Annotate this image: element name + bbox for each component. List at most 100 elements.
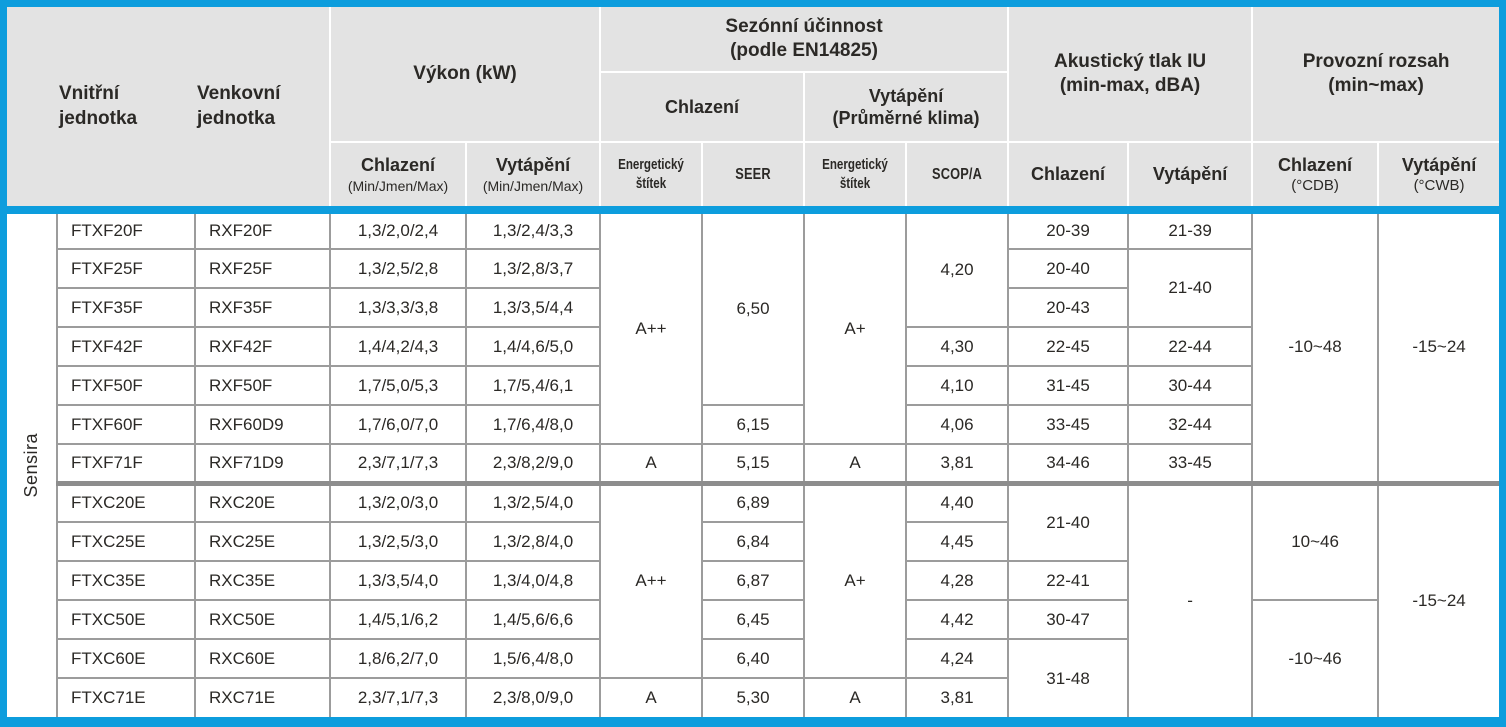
table-row: FTXF35F RXF35F 1,3/3,3/3,8 1,3/3,5/4,4 2…: [7, 287, 1499, 328]
cell-capacity-cooling: 2,3/7,1/7,3: [329, 443, 467, 484]
series-label-cell: Sensira: [7, 210, 58, 717]
cell-energy-label-heating: A+: [803, 480, 908, 679]
seasonal-heating-sublabel: (Průměrné klima): [832, 108, 980, 128]
col-group-capacity: Výkon (kW): [328, 7, 602, 143]
range-heating-label: Vytápění: [1401, 154, 1477, 175]
cell-sound-heating: 21-39: [1127, 209, 1254, 250]
cell-indoor-model: FTXC20E: [56, 480, 196, 523]
col-header-sound-cooling: Chlazení: [1007, 141, 1130, 214]
cell-sound-heating: 33-45: [1127, 443, 1254, 484]
cell-capacity-cooling: 1,4/5,1/6,2: [329, 599, 467, 640]
cell-outdoor-model: RXC20E: [194, 480, 331, 523]
sound-subtitle: (min-max, dBA): [1059, 75, 1201, 96]
range-title: Provozní rozsah: [1302, 50, 1450, 72]
cell-energy-label-heating: A: [803, 443, 908, 484]
cell-capacity-heating: 1,3/2,5/4,0: [464, 480, 602, 523]
cell-capacity-heating: 1,3/2,8/3,7: [464, 248, 602, 289]
cell-outdoor-model: RXC35E: [194, 560, 331, 601]
cell-capacity-heating: 1,7/5,4/6,1: [464, 365, 602, 406]
cell-sound-cooling: 20-40: [1007, 248, 1130, 289]
cell-indoor-model: FTXC25E: [56, 521, 196, 562]
cell-energy-label-heating: A+: [803, 209, 908, 445]
range-subtitle: (min~max): [1328, 75, 1424, 96]
cell-scop: 4,40: [905, 480, 1010, 523]
sound-cooling-label: Chlazení: [1031, 164, 1106, 185]
table-row: FTXF42F RXF42F 1,4/4,2/4,3 1,4/4,6/5,0 4…: [7, 326, 1499, 367]
capacity-cooling-sublabel: (Min/Jmen/Max): [347, 177, 449, 194]
cell-sound-cooling: 34-46: [1007, 443, 1130, 484]
cell-indoor-model: FTXF25F: [56, 248, 196, 289]
cell-sound-cooling: 20-43: [1007, 287, 1130, 328]
scop-label: SCOP/A: [932, 165, 983, 183]
table-row: FTXC71E RXC71E 2,3/7,1/7,3 2,3/8,0/9,0 A…: [7, 677, 1499, 717]
range-cooling-sublabel: (°CDB): [1291, 177, 1339, 194]
cell-indoor-model: FTXF20F: [56, 209, 196, 250]
cell-range-cooling: -10~46: [1251, 599, 1380, 717]
cell-range-cooling: 10~46: [1251, 480, 1380, 601]
col-header-range-cooling: Chlazení (°CDB): [1251, 141, 1380, 214]
cell-capacity-cooling: 1,3/3,3/3,8: [329, 287, 467, 328]
capacity-heating-label: Vytápění: [495, 155, 571, 176]
cell-capacity-heating: 2,3/8,0/9,0: [464, 677, 602, 717]
cell-capacity-cooling: 1,8/6,2/7,0: [329, 638, 467, 679]
cell-sound-heating: 21-40: [1127, 248, 1254, 328]
cell-capacity-heating: 2,3/8,2/9,0: [464, 443, 602, 484]
col-header-energy-label-cooling: Energetický štítek: [599, 141, 704, 214]
cell-outdoor-model: RXC60E: [194, 638, 331, 679]
col-header-sound-heating: Vytápění: [1127, 141, 1254, 214]
cell-indoor-model: FTXF50F: [56, 365, 196, 406]
cell-sound-cooling: 33-45: [1007, 404, 1130, 445]
cell-range-cooling: -10~48: [1251, 209, 1380, 484]
cell-capacity-cooling: 1,4/4,2/4,3: [329, 326, 467, 367]
cell-seer: 6,50: [701, 209, 806, 406]
cell-capacity-heating: 1,4/4,6/5,0: [464, 326, 602, 367]
col-header-capacity-heating: Vytápění (Min/Jmen/Max): [464, 141, 602, 214]
energy-label-cooling-text: Energetický štítek: [618, 157, 684, 192]
cell-indoor-model: FTXF71F: [56, 443, 196, 484]
cell-seer: 6,15: [701, 404, 806, 445]
seer-label: SEER: [735, 165, 771, 183]
cell-scop: 4,42: [905, 599, 1010, 640]
cell-energy-label-heating: A: [803, 677, 908, 717]
cell-range-heating: -15~24: [1377, 209, 1500, 484]
table-row: FTXC35E RXC35E 1,3/3,5/4,0 1,3/4,0/4,8 6…: [7, 560, 1499, 601]
col-header-indoor-unit: Vnitřní jednotka: [57, 7, 195, 214]
cell-capacity-heating: 1,4/5,6/6,6: [464, 599, 602, 640]
cell-scop: 4,06: [905, 404, 1010, 445]
cell-scop: 4,20: [905, 209, 1010, 328]
cell-outdoor-model: RXC71E: [194, 677, 331, 717]
cell-outdoor-model: RXF20F: [194, 209, 331, 250]
cell-scop: 4,30: [905, 326, 1010, 367]
cell-outdoor-model: RXF50F: [194, 365, 331, 406]
capacity-title: Výkon (kW): [413, 62, 517, 84]
series-label: Sensira: [21, 433, 41, 498]
col-header-range-heating: Vytápění (°CWB): [1377, 141, 1500, 214]
cell-energy-label-cooling: A: [599, 443, 704, 484]
range-heating-sublabel: (°CWB): [1413, 177, 1465, 194]
cell-energy-label-cooling: A: [599, 677, 704, 717]
cell-capacity-heating: 1,3/3,5/4,4: [464, 287, 602, 328]
cell-sound-cooling: 30-47: [1007, 599, 1130, 640]
cell-outdoor-model: RXC25E: [194, 521, 331, 562]
cell-capacity-heating: 1,3/2,8/4,0: [464, 521, 602, 562]
cell-scop: 4,10: [905, 365, 1010, 406]
seasonal-cooling-label: Chlazení: [665, 96, 740, 117]
col-header-outdoor-unit: Venkovní jednotka: [195, 7, 331, 214]
col-group-seasonal: Sezónní účinnost (podle EN14825): [599, 7, 1010, 73]
cell-capacity-cooling: 1,3/2,0/2,4: [329, 209, 467, 250]
col-header-capacity-cooling: Chlazení (Min/Jmen/Max): [329, 141, 467, 214]
header-series-spacer: [7, 7, 57, 214]
cell-seer: 6,87: [701, 560, 806, 601]
cell-indoor-model: FTXC50E: [56, 599, 196, 640]
cell-capacity-heating: 1,3/4,0/4,8: [464, 560, 602, 601]
cell-sound-heating: 32-44: [1127, 404, 1254, 445]
capacity-cooling-label: Chlazení: [360, 155, 435, 176]
cell-scop: 3,81: [905, 677, 1010, 717]
cell-scop: 4,28: [905, 560, 1010, 601]
col-group-seasonal-heating: Vytápění (Průměrné klima): [803, 71, 1010, 143]
cell-sound-heating: 22-44: [1127, 326, 1254, 367]
col-group-seasonal-cooling: Chlazení: [599, 71, 806, 143]
range-cooling-label: Chlazení: [1278, 154, 1353, 175]
cell-sound-cooling: 22-45: [1007, 326, 1130, 367]
sensira-spec-table: Vnitřní jednotka Venkovní jednotka Výkon…: [7, 7, 1500, 717]
